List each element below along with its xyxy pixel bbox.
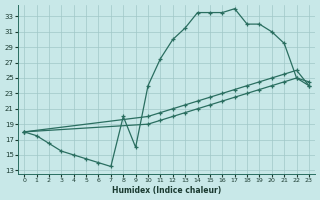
X-axis label: Humidex (Indice chaleur): Humidex (Indice chaleur) [112, 186, 221, 195]
